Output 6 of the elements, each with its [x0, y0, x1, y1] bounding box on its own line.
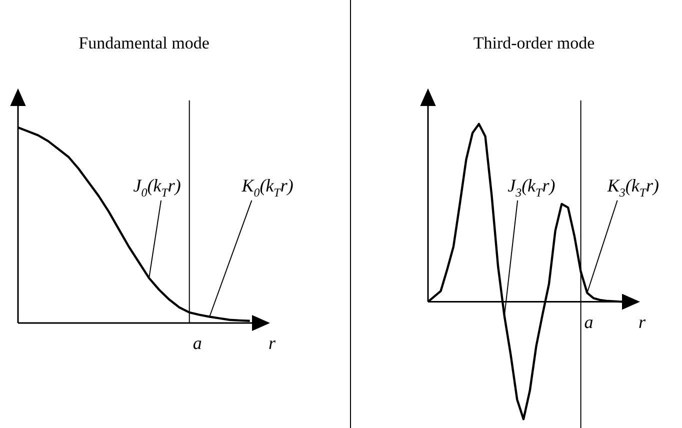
chart-title: Fundamental mode	[78, 34, 210, 53]
text: a	[192, 333, 202, 353]
chart-title: Third-order mode	[473, 34, 595, 53]
text: a	[584, 312, 594, 332]
x-axis-title: r	[268, 333, 276, 353]
x-axis-title: r	[638, 312, 646, 332]
